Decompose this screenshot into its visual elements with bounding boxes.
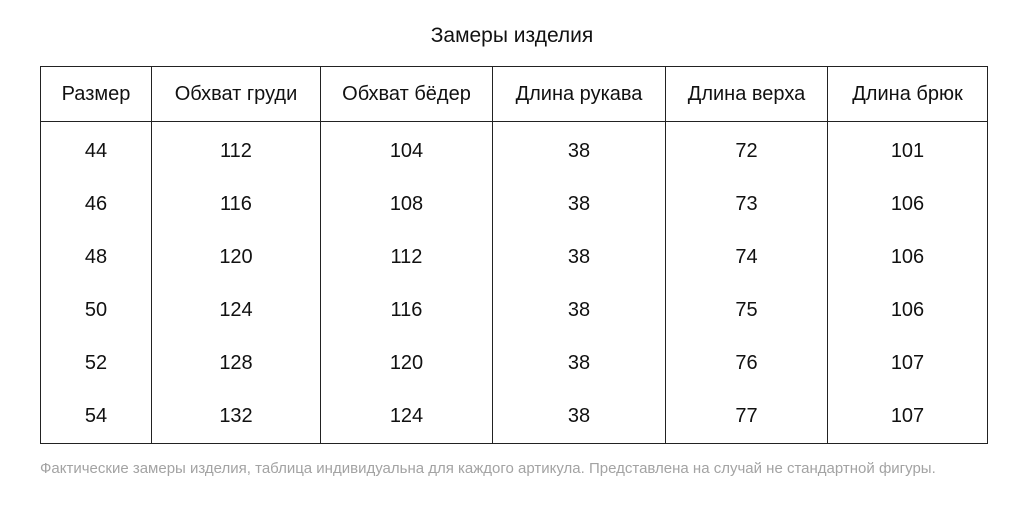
table-row: 46 116 108 38 73 106 [40,178,988,231]
table-cell: 104 [320,121,493,178]
table-cell: 124 [151,284,321,337]
table-cell: 48 [40,231,152,284]
table-cell: 38 [492,178,666,231]
table-cell: 106 [827,284,988,337]
table-row: 54 132 124 38 77 107 [40,390,988,444]
table-cell: 73 [665,178,828,231]
table-cell: 107 [827,337,988,390]
table-cell: 101 [827,121,988,178]
table-cell: 107 [827,390,988,444]
table-cell: 76 [665,337,828,390]
table-cell: 106 [827,178,988,231]
column-header-sleeve-length: Длина рукава [492,66,666,122]
table-cell: 74 [665,231,828,284]
table-cell: 120 [151,231,321,284]
table-cell: 38 [492,121,666,178]
table-cell: 54 [40,390,152,444]
table-cell: 72 [665,121,828,178]
table-cell: 112 [320,231,493,284]
footnote: Фактические замеры изделия, таблица инди… [40,460,936,477]
table-cell: 112 [151,121,321,178]
table-row: 52 128 120 38 76 107 [40,337,988,390]
table-cell: 108 [320,178,493,231]
column-header-trousers-length: Длина брюк [827,66,988,122]
column-header-top-length: Длина верха [665,66,828,122]
table-row: 48 120 112 38 74 106 [40,231,988,284]
table-cell: 116 [151,178,321,231]
column-header-size: Размер [40,66,152,122]
table-cell: 132 [151,390,321,444]
table-row: 50 124 116 38 75 106 [40,284,988,337]
table-cell: 50 [40,284,152,337]
page-title: Замеры изделия [430,24,594,47]
column-header-hips: Обхват бёдер [320,66,493,122]
table-row: 44 112 104 38 72 101 [40,121,988,178]
table-cell: 44 [40,121,152,178]
table-cell: 75 [665,284,828,337]
table-cell: 77 [665,390,828,444]
table-cell: 120 [320,337,493,390]
table-cell: 38 [492,284,666,337]
table-cell: 106 [827,231,988,284]
table-cell: 52 [40,337,152,390]
column-header-chest: Обхват груди [151,66,321,122]
table-cell: 124 [320,390,493,444]
table-cell: 128 [151,337,321,390]
table-cell: 46 [40,178,152,231]
table-cell: 38 [492,337,666,390]
table-cell: 38 [492,390,666,444]
size-table: Размер Обхват груди Обхват бёдер Длина р… [40,66,988,444]
table-header-row: Размер Обхват груди Обхват бёдер Длина р… [40,66,988,122]
table-cell: 38 [492,231,666,284]
table-cell: 116 [320,284,493,337]
